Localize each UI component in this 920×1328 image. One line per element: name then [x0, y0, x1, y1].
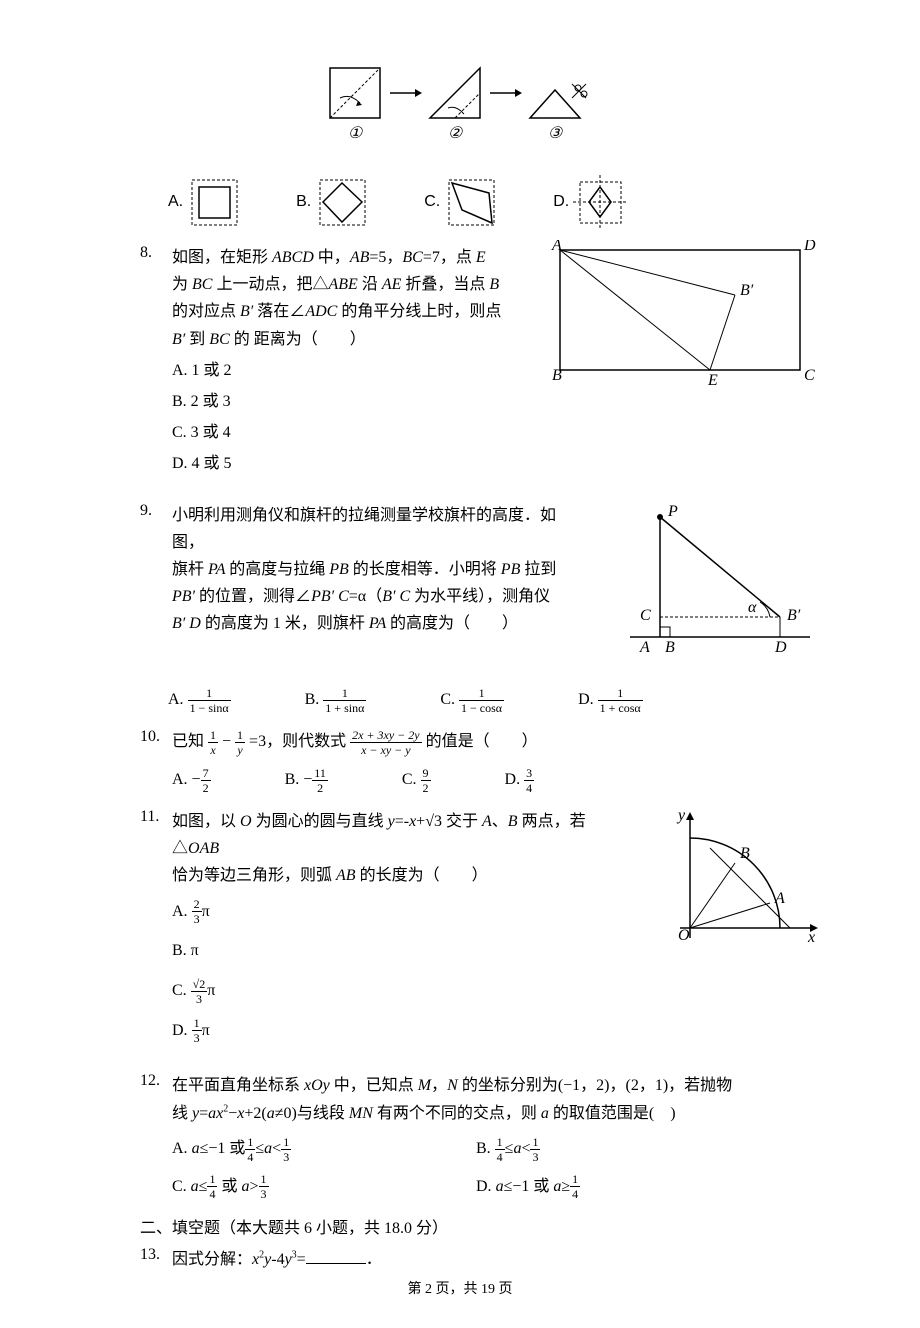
q9-num: 9. — [140, 502, 168, 520]
svg-text:B′: B′ — [740, 282, 754, 299]
fold-sequence-svg: ① ② ③ — [320, 60, 600, 150]
page-container: ① ② ③ A. — [0, 0, 920, 1328]
q9-figure: P A B C D B′ α — [620, 502, 820, 662]
question-8: 8. 如图，在矩形 ABCD 中，AB=5，BC=7，点 E 为 BC 上一动点… — [140, 244, 780, 482]
q12-choice-a: A. a≤−1 或14≤a<13 — [172, 1135, 476, 1163]
q10-choice-d: D. 34 — [505, 766, 535, 794]
q9-choices: A. 11 − sinα B. 11 + sinα C. 11 − cosα D… — [168, 687, 780, 714]
q11-choice-a: A. 23π — [172, 898, 612, 926]
q11-num: 11. — [140, 808, 168, 826]
q10-choices: A. −72 B. −112 C. 92 D. 34 — [172, 766, 780, 794]
q7-choice-b: B. — [296, 175, 370, 230]
q8-choice-d: D. 4 或 5 — [172, 450, 502, 477]
q11-figure: O A B x y — [660, 808, 820, 958]
section-2-header: 二、填空题（本大题共 6 小题，共 18.0 分） — [140, 1214, 780, 1238]
svg-text:B: B — [740, 845, 750, 862]
q13-blank — [306, 1248, 366, 1264]
q13-num: 13. — [140, 1246, 168, 1264]
q11-choice-d: D. 13π — [172, 1017, 612, 1045]
q7-choice-c: C. — [424, 175, 499, 230]
q8-figure: A D B C E B′ — [540, 240, 820, 390]
q12-num: 12. — [140, 1072, 168, 1090]
svg-text:A: A — [774, 890, 785, 907]
q8-num: 8. — [140, 244, 168, 262]
q9-choice-c: C. 11 − cosα — [440, 687, 504, 714]
q12-choices: A. a≤−1 或14≤a<13 B. 14≤a<13 C. a≤14 或 a>… — [172, 1135, 780, 1201]
svg-text:B: B — [552, 367, 562, 384]
question-10: 10. 已知 1x − 1y =3，则代数式 2x + 3xy − 2yx − … — [140, 728, 780, 794]
q11-choice-c: C. √23π — [172, 977, 612, 1005]
q7-choice-a: A. — [168, 175, 242, 230]
q8-choices: A. 1 或 2 B. 2 或 3 C. 3 或 4 D. 4 或 5 — [172, 357, 502, 478]
svg-text:C: C — [804, 367, 815, 384]
q9-choice-b: B. 11 + sinα — [305, 687, 367, 714]
svg-text:O: O — [678, 927, 690, 944]
q10-num: 10. — [140, 728, 168, 746]
question-11: 11. 如图，以 O 为圆心的圆与直线 y=-x+√3 交于 A、B 两点，若△… — [140, 808, 780, 1048]
svg-text:y: y — [676, 808, 686, 824]
svg-text:A: A — [551, 240, 562, 254]
svg-text:B: B — [665, 639, 675, 656]
top-fold-diagram: ① ② ③ — [140, 60, 780, 155]
q9-choice-a: A. 11 − sinα — [168, 687, 231, 714]
q12-choice-d: D. a≤−1 或 a≥14 — [476, 1173, 780, 1201]
svg-text:B′: B′ — [787, 607, 801, 624]
q10-choice-b: B. −112 — [285, 766, 328, 794]
svg-text:x: x — [807, 929, 815, 946]
q9-choice-d: D. 11 + cosα — [578, 687, 643, 714]
q8-choice-b: B. 2 或 3 — [172, 388, 502, 415]
svg-text:E: E — [707, 372, 718, 389]
svg-text:A: A — [639, 639, 650, 656]
fold-label-1: ① — [348, 125, 364, 142]
svg-text:C: C — [640, 607, 651, 624]
svg-text:D: D — [803, 240, 816, 254]
q10-choice-c: C. 92 — [402, 766, 431, 794]
q12-choice-c: C. a≤14 或 a>13 — [172, 1173, 476, 1201]
svg-text:α: α — [748, 599, 757, 616]
q12-choice-b: B. 14≤a<13 — [476, 1135, 780, 1163]
q10-choice-a: A. −72 — [172, 766, 211, 794]
q8-choice-c: C. 3 或 4 — [172, 419, 502, 446]
svg-text:P: P — [667, 503, 678, 520]
question-9: 9. 小明利用测角仪和旗杆的拉绳测量学校旗杆的高度．如图， 旗杆 PA 的高度与… — [140, 502, 780, 715]
q11-choice-b: B. π — [172, 937, 612, 964]
q8-choice-a: A. 1 或 2 — [172, 357, 502, 384]
q11-choices: A. 23π B. π C. √23π D. 13π — [172, 898, 612, 1045]
svg-text:D: D — [774, 639, 787, 656]
question-13: 13. 因式分解：x2y-4y3=． — [140, 1246, 780, 1273]
page-footer: 第 2 页，共 19 页 — [0, 1278, 920, 1298]
fold-label-2: ② — [448, 125, 464, 142]
question-12: 12. 在平面直角坐标系 xOy 中，已知点 M，N 的坐标分别为(−1，2)，… — [140, 1072, 780, 1200]
fold-label-3: ③ — [548, 125, 564, 142]
q7-choices-row: A. B. C. D. — [168, 175, 780, 230]
q7-choice-d: D. — [553, 175, 628, 230]
